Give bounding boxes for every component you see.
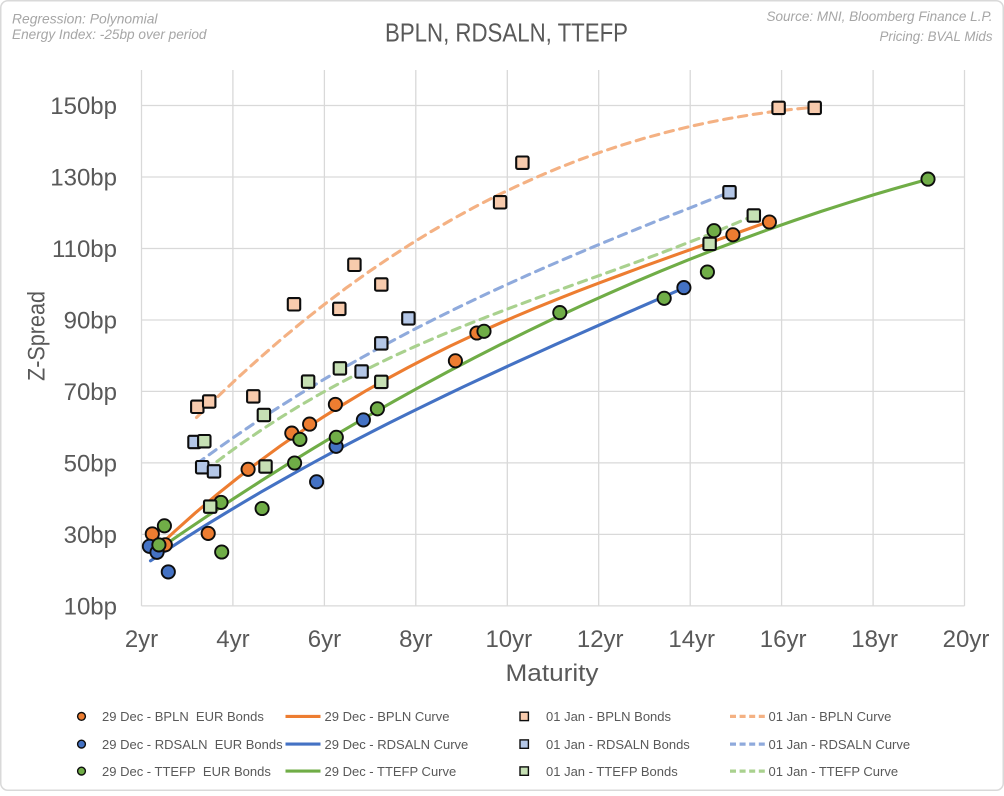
svg-text:30bp: 30bp — [64, 522, 117, 549]
svg-text:Regression: Polynomial: Regression: Polynomial — [12, 11, 158, 27]
svg-text:Z-Spread: Z-Spread — [23, 291, 50, 381]
svg-text:150bp: 150bp — [50, 93, 117, 120]
svg-text:29 Dec - RDSALN Curve: 29 Dec - RDSALN Curve — [325, 737, 469, 752]
svg-text:29 Dec - BPLN EUR Bonds: 29 Dec - BPLN EUR Bonds — [102, 709, 264, 724]
svg-text:8yr: 8yr — [399, 626, 432, 653]
svg-text:Maturity: Maturity — [506, 660, 599, 687]
svg-text:90bp: 90bp — [64, 308, 117, 335]
svg-text:14yr: 14yr — [668, 626, 715, 653]
svg-text:01 Jan - TTEFP Curve: 01 Jan - TTEFP Curve — [769, 764, 899, 779]
svg-text:12yr: 12yr — [577, 626, 624, 653]
svg-text:10bp: 10bp — [64, 593, 117, 620]
svg-text:6yr: 6yr — [308, 626, 341, 653]
svg-text:50bp: 50bp — [64, 450, 117, 477]
svg-text:Energy Index: -25bp over perio: Energy Index: -25bp over period — [12, 26, 208, 42]
svg-text:110bp: 110bp — [52, 236, 117, 263]
svg-text:20yr: 20yr — [943, 626, 990, 653]
svg-text:Pricing: BVAL Mids: Pricing: BVAL Mids — [880, 28, 993, 44]
svg-text:BPLN, RDSALN, TTEFP: BPLN, RDSALN, TTEFP — [385, 17, 628, 47]
svg-text:4yr: 4yr — [216, 626, 249, 653]
svg-text:130bp: 130bp — [50, 165, 117, 192]
svg-text:01 Jan - RDSALN Bonds: 01 Jan - RDSALN Bonds — [546, 737, 690, 752]
svg-text:01 Jan - BPLN Curve: 01 Jan - BPLN Curve — [769, 709, 892, 724]
svg-text:29 Dec - RDSALN EUR Bonds: 29 Dec - RDSALN EUR Bonds — [102, 737, 283, 752]
svg-text:2yr: 2yr — [125, 626, 158, 653]
svg-text:Source: MNI, Bloomberg Finance: Source: MNI, Bloomberg Finance L.P. — [767, 8, 993, 24]
svg-text:29 Dec - TTEFP Curve: 29 Dec - TTEFP Curve — [325, 764, 457, 779]
svg-text:70bp: 70bp — [64, 379, 117, 406]
svg-text:10yr: 10yr — [485, 626, 532, 653]
svg-text:29 Dec - BPLN Curve: 29 Dec - BPLN Curve — [325, 709, 450, 724]
svg-text:01 Jan - TTEFP Bonds: 01 Jan - TTEFP Bonds — [546, 764, 678, 779]
svg-text:01 Jan - BPLN Bonds: 01 Jan - BPLN Bonds — [546, 709, 672, 724]
svg-text:16yr: 16yr — [760, 626, 807, 653]
svg-text:18yr: 18yr — [851, 626, 898, 653]
svg-text:29 Dec - TTEFP EUR Bonds: 29 Dec - TTEFP EUR Bonds — [102, 764, 271, 779]
svg-text:01 Jan - RDSALN Curve: 01 Jan - RDSALN Curve — [769, 737, 911, 752]
